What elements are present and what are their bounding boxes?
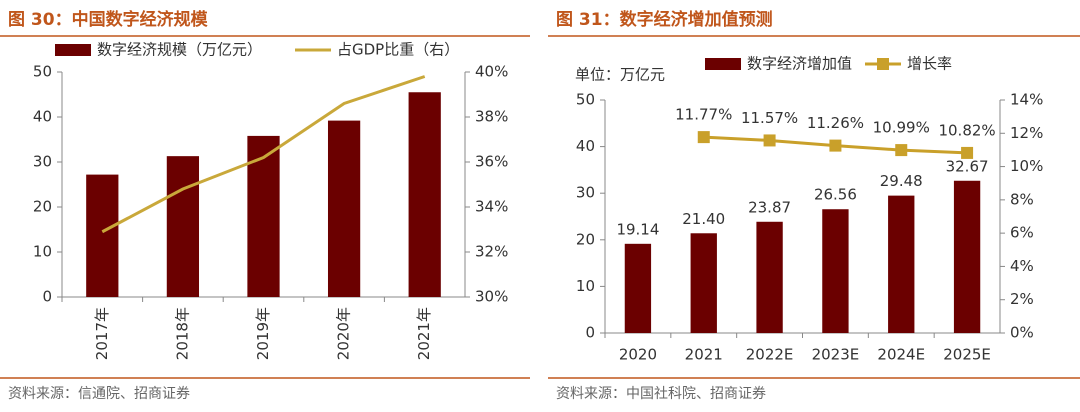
value-label: 29.48	[880, 172, 923, 190]
legend-label: 数字经济规模（万亿元）	[97, 41, 262, 59]
value-label: 21.40	[682, 210, 725, 228]
bar	[756, 221, 783, 333]
legend-swatch	[55, 44, 91, 56]
bar	[690, 233, 717, 333]
chart-title: 图 30：中国数字经济规模	[8, 9, 209, 30]
x-tick-label: 2021	[685, 346, 723, 364]
line-marker	[829, 139, 842, 152]
bar	[624, 243, 652, 333]
value-label: 11.57%	[741, 109, 798, 127]
bar	[888, 195, 915, 333]
x-tick-label: 2021年	[415, 307, 433, 360]
value-label: 32.67	[946, 157, 989, 175]
y-tick-label: 20	[33, 198, 52, 216]
legend-swatch	[705, 58, 741, 70]
x-tick-label: 2022E	[746, 346, 794, 364]
value-label: 10.82%	[938, 121, 995, 139]
y-tick-label: 50	[576, 91, 595, 109]
y-tick-label: 20	[576, 230, 595, 248]
unit-label: 单位：万亿元	[575, 66, 665, 84]
source: 资料来源：信通院、招商证券	[8, 386, 190, 402]
x-tick-label: 2024E	[877, 346, 925, 364]
value-label: 11.26%	[807, 114, 864, 132]
line	[101, 75, 426, 234]
bar	[408, 92, 441, 297]
y-tick-label: 10	[33, 243, 52, 261]
bar	[166, 156, 200, 297]
value-label: 23.87	[748, 198, 791, 216]
y-tick-label: 30	[33, 153, 52, 171]
bar	[247, 135, 280, 297]
y2-tick-label: 12%	[1010, 124, 1043, 142]
bar	[822, 209, 849, 333]
x-tick-label: 2017年	[93, 307, 111, 360]
x-tick-label: 2020年	[335, 307, 353, 360]
y2-tick-label: 8%	[1010, 190, 1034, 208]
y-tick-label: 30	[576, 184, 595, 202]
value-label: 19.14	[616, 220, 659, 238]
legend-label: 占GDP比重（右）	[337, 41, 459, 59]
y2-tick-label: 2%	[1010, 290, 1034, 308]
y2-tick-label: 30%	[475, 288, 508, 306]
x-tick-label: 2018年	[173, 307, 191, 360]
value-label: 11.77%	[675, 106, 732, 124]
y2-tick-label: 34%	[475, 198, 508, 216]
y2-tick-label: 38%	[475, 108, 508, 126]
x-tick-label: 2019年	[254, 307, 272, 360]
line-marker	[895, 144, 908, 157]
y-tick-label: 50	[33, 63, 52, 81]
y-tick-label: 40	[33, 108, 52, 126]
y2-tick-label: 32%	[475, 243, 508, 261]
legend-marker	[877, 58, 889, 70]
y2-tick-label: 6%	[1010, 224, 1034, 242]
y2-tick-label: 14%	[1010, 91, 1043, 109]
legend-label: 增长率	[907, 55, 952, 73]
chart-title: 图 31：数字经济增加值预测	[556, 9, 773, 30]
line-marker	[961, 146, 974, 159]
x-tick-label: 2025E	[943, 346, 991, 364]
y2-tick-label: 36%	[475, 153, 508, 171]
y2-tick-label: 40%	[475, 63, 508, 81]
value-label: 26.56	[814, 186, 857, 204]
y-tick-label: 0	[585, 324, 595, 342]
y2-tick-label: 0%	[1010, 324, 1034, 342]
legend-label: 数字经济增加值	[747, 55, 852, 73]
x-tick-label: 2023E	[812, 346, 860, 364]
y2-tick-label: 10%	[1010, 157, 1043, 175]
bar	[327, 120, 361, 297]
bar	[953, 180, 981, 333]
y-tick-label: 0	[42, 288, 52, 306]
line-marker	[697, 131, 710, 144]
y-tick-label: 10	[576, 277, 595, 295]
y2-tick-label: 4%	[1010, 257, 1034, 275]
x-tick-label: 2020	[619, 346, 657, 364]
y-tick-label: 40	[576, 137, 595, 155]
value-label: 10.99%	[873, 119, 930, 137]
bar	[86, 174, 119, 297]
line-marker	[763, 134, 776, 147]
source: 资料来源：中国社科院、招商证券	[556, 386, 766, 402]
